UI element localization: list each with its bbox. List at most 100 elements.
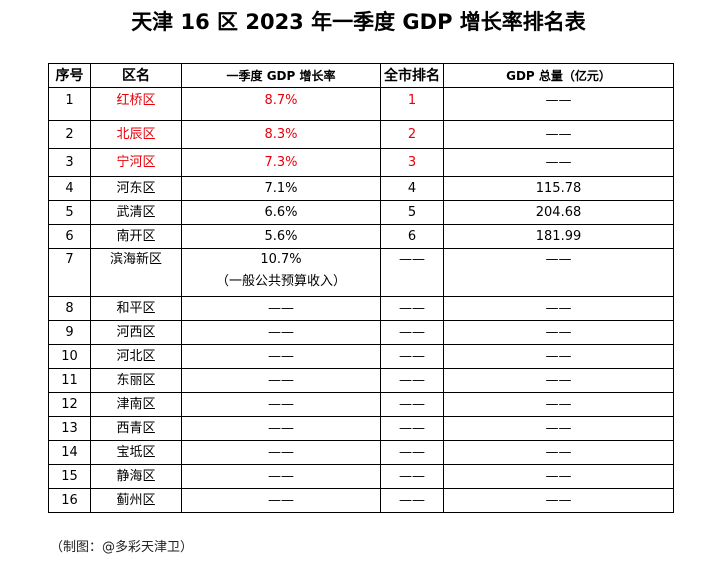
cell-gdp: —— [443,87,674,121]
cell-gdp: —— [443,464,674,489]
cell-gdp-text: —— [545,468,572,484]
cell-district-text: 静海区 [116,468,156,484]
cell-rank-text: —— [399,300,425,316]
cell-district: 蓟州区 [90,488,182,513]
cell-district-text: 宁河区 [116,154,156,170]
table-row: 8 和平区 —— —— —— [48,296,674,321]
cell-growth-text: —— [268,492,294,508]
table-row: 11 东丽区 —— —— —— [48,368,674,393]
cell-no: 9 [48,320,91,345]
cell-rank: —— [380,464,444,489]
cell-no: 5 [48,200,91,225]
cell-gdp: —— [443,148,674,177]
cell-rank: —— [380,440,444,465]
cell-district-text: 津南区 [116,396,156,412]
cell-no-text: 7 [65,252,74,267]
cell-no-text: 1 [65,93,74,108]
cell-rank: —— [380,248,444,297]
cell-rank-text: 3 [407,154,417,170]
cell-growth: —— [181,488,381,513]
cell-district-text: 宝坻区 [116,444,156,460]
cell-gdp: —— [443,344,674,369]
cell-no: 16 [48,488,91,513]
cell-no: 7 [48,248,91,297]
cell-growth: —— [181,392,381,417]
table-row: 3 宁河区 7.3% 3 —— [48,148,674,177]
cell-district-text: 北辰区 [116,126,156,142]
cell-no: 10 [48,344,91,369]
cell-no-text: 6 [65,228,74,244]
cell-gdp: —— [443,320,674,345]
cell-no-text: 12 [61,396,78,412]
cell-district: 河北区 [90,344,182,369]
cell-no-text: 3 [65,154,74,170]
cell-district: 东丽区 [90,368,182,393]
cell-gdp-text: —— [545,492,572,508]
cell-no: 13 [48,416,91,441]
cell-gdp-text: —— [545,372,572,388]
cell-no-text: 16 [61,492,78,508]
cell-gdp: 204.68 [443,200,674,225]
cell-district-text: 河西区 [116,324,156,340]
cell-district-text: 河东区 [116,180,156,196]
cell-rank: 2 [380,120,444,149]
table-row: 15 静海区 —— —— —— [48,464,674,489]
cell-district-text: 东丽区 [116,372,156,388]
cell-growth-text: 7.1% [264,180,298,196]
cell-district-text: 蓟州区 [116,492,156,508]
cell-growth-text: —— [268,300,294,316]
cell-growth: —— [181,296,381,321]
table-row: 4 河东区 7.1% 4 115.78 [48,176,674,201]
cell-growth-text: —— [268,396,294,412]
cell-no-text: 2 [65,126,74,142]
table-row: 9 河西区 —— —— —— [48,320,674,345]
cell-growth: 6.6% [181,200,381,225]
cell-gdp: —— [443,296,674,321]
table-row: 1 红桥区 8.7% 1 —— [48,87,674,121]
cell-gdp-text: —— [545,252,572,267]
table-row: 12 津南区 —— —— —— [48,392,674,417]
cell-gdp: —— [443,440,674,465]
cell-rank-text: —— [399,396,425,412]
cell-no-text: 8 [65,300,74,316]
cell-growth: 7.3% [181,148,381,177]
header-district: 区名 [90,63,182,88]
cell-rank-text: —— [399,444,425,460]
cell-no: 12 [48,392,91,417]
cell-growth: 10.7% （一般公共预算收入） [181,248,381,297]
gdp-ranking-table: 序号 区名 一季度 GDP 增长率 全市排名 GDP 总量（亿元） 1 红桥区 8.… [48,63,674,513]
cell-district: 武清区 [90,200,182,225]
header-no: 序号 [48,63,91,88]
cell-growth: 5.6% [181,224,381,249]
header-gdp: GDP 总量（亿元） [443,63,674,88]
cell-gdp: —— [443,488,674,513]
cell-district: 宁河区 [90,148,182,177]
table-row: 6 南开区 5.6% 6 181.99 [48,224,674,249]
cell-district-text: 河北区 [116,348,156,364]
cell-growth: —— [181,368,381,393]
cell-gdp: 181.99 [443,224,674,249]
cell-gdp: 115.78 [443,176,674,201]
cell-district-text: 和平区 [116,300,156,316]
cell-gdp-text: —— [545,93,572,108]
cell-gdp-text: —— [545,348,572,364]
cell-gdp-text: 115.78 [535,180,582,196]
cell-no-text: 9 [65,324,74,340]
cell-growth-text: 5.6% [264,228,298,244]
cell-gdp-text: —— [545,300,572,316]
cell-no: 6 [48,224,91,249]
cell-district: 红桥区 [90,87,182,121]
cell-district-text: 滨海新区 [109,252,162,267]
cell-gdp-text: —— [545,324,572,340]
cell-growth: 7.1% [181,176,381,201]
cell-rank-text: 1 [407,93,417,108]
cell-rank: 1 [380,87,444,121]
cell-district: 宝坻区 [90,440,182,465]
cell-rank-text: 6 [407,228,417,244]
cell-growth: —— [181,416,381,441]
table-row: 10 河北区 —— —— —— [48,344,674,369]
cell-gdp-text: —— [545,420,572,436]
cell-gdp: —— [443,248,674,297]
cell-rank-text: —— [399,492,425,508]
header-rank: 全市排名 [380,63,444,88]
